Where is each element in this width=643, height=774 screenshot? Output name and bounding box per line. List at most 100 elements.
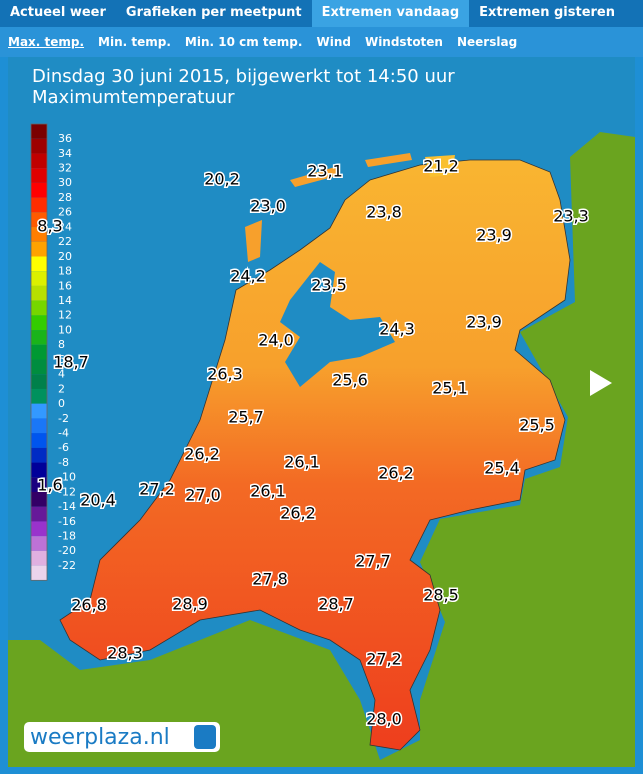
land xyxy=(8,132,635,767)
logo: weerplaza.nl xyxy=(30,725,170,750)
scale-cell xyxy=(31,227,47,242)
subtab[interactable]: Min. 10 cm temp. xyxy=(184,35,303,49)
scale-cell xyxy=(31,536,47,551)
scale-cell xyxy=(31,374,47,389)
scale-tick-label: 12 xyxy=(58,309,72,322)
reading: 18,7 xyxy=(53,353,89,372)
ijsselmeer xyxy=(280,262,395,387)
scale-cell xyxy=(31,492,47,507)
reading: 26,1 xyxy=(284,453,320,472)
scale-cell xyxy=(31,168,47,183)
scale-tick-label: 20 xyxy=(58,250,72,263)
wadden-island xyxy=(290,167,340,187)
tab[interactable]: Actueel weer xyxy=(10,5,106,20)
map-title: Dinsdag 30 juni 2015, bijgewerkt tot 14:… xyxy=(32,66,455,87)
tab[interactable]: Extremen gisteren xyxy=(479,5,615,20)
scale-tick-label: 10 xyxy=(58,323,72,336)
subtab[interactable]: Wind xyxy=(316,35,351,49)
subtab[interactable]: Neerslag xyxy=(456,35,518,49)
reading: 26,1 xyxy=(250,482,286,501)
reading: 26,3 xyxy=(207,365,243,384)
scale-tick-label: -14 xyxy=(58,500,76,513)
readings: 20,2 23,1 21,2 23,0 23,8 23,3 8,3 23,9 24,2 23,5 2… xyxy=(36,155,591,730)
scale-cell xyxy=(31,462,47,478)
scale-tick-label: -2 xyxy=(58,412,69,425)
scale-cell xyxy=(31,124,47,139)
reading: 23,8 xyxy=(366,203,402,222)
scale-tick-label: 0 xyxy=(58,397,65,410)
scale-tick-label: 22 xyxy=(58,235,72,248)
scale-cell xyxy=(31,197,47,213)
scale-cell xyxy=(31,359,47,375)
reading: 24,0 xyxy=(258,331,294,350)
reading: 26,2 xyxy=(184,445,220,464)
reading: 25,4 xyxy=(484,459,520,478)
subtab[interactable]: Min. temp. xyxy=(98,35,171,49)
scale-tick-label: -4 xyxy=(58,426,69,439)
scale-cell xyxy=(31,212,47,228)
reading: 23,3 xyxy=(553,207,589,226)
reading: 23,0 xyxy=(250,197,286,216)
tab[interactable]: Grafieken per meetpunt xyxy=(125,5,302,20)
reading: 28,7 xyxy=(318,595,354,614)
scale-tick-label: 8 xyxy=(58,338,65,351)
tab[interactable]: Extremen vandaag xyxy=(311,0,470,27)
reading: 25,6 xyxy=(332,371,368,390)
scale-cell xyxy=(31,550,47,566)
scale-tick-label: -8 xyxy=(58,456,69,469)
scale-tick-label: -10 xyxy=(58,471,76,484)
scale-tick-label: 24 xyxy=(58,220,72,233)
subtab[interactable]: Max. temp. xyxy=(8,35,85,49)
scale-border xyxy=(30,123,48,581)
scale-cell xyxy=(31,418,47,434)
scale-cell xyxy=(31,565,47,581)
reading: 23,9 xyxy=(466,313,502,332)
reading: 24,2 xyxy=(230,267,266,286)
netherlands xyxy=(59,159,571,751)
reading: 26,2 xyxy=(280,504,316,523)
scale-tick-label: -18 xyxy=(58,530,76,543)
scale-tick-label: 2 xyxy=(58,382,65,395)
reading: 26,8 xyxy=(71,596,107,615)
reading: 20,4 xyxy=(80,491,116,510)
reading: 27,7 xyxy=(355,552,391,571)
reading: 27,8 xyxy=(252,570,288,589)
scale-cell xyxy=(31,241,47,257)
reading: 26,2 xyxy=(378,464,414,483)
reading: 27,0 xyxy=(185,486,221,505)
scale-cell xyxy=(31,521,47,537)
reading: 28,5 xyxy=(423,586,459,605)
play-button[interactable] xyxy=(590,370,612,396)
scale-cell xyxy=(31,315,47,331)
scale-tick-label: 4 xyxy=(58,368,65,381)
wadden-island xyxy=(365,153,412,167)
scale-tick-label: 32 xyxy=(58,162,72,175)
scale-cell xyxy=(31,285,47,301)
scale-tick-label: -20 xyxy=(58,544,76,557)
scale-cell xyxy=(31,330,47,345)
scale-cell xyxy=(31,506,47,522)
reading: 8,3 xyxy=(37,217,62,236)
scale-cell xyxy=(31,256,47,272)
scale-tick-label: 30 xyxy=(58,176,72,189)
scale-cell xyxy=(31,433,47,448)
scale-tick-label: 26 xyxy=(58,206,72,219)
scale-cell xyxy=(31,182,47,198)
subtab[interactable]: Windstoten xyxy=(364,35,443,49)
reading: 24,3 xyxy=(379,320,415,339)
reading: 28,0 xyxy=(366,710,402,729)
scale-tick-label: -12 xyxy=(58,485,76,498)
wadden-island xyxy=(245,220,262,262)
scale-cell xyxy=(31,138,47,154)
reading: 28,9 xyxy=(172,595,208,614)
subtab-bar: Max. temp. Min. temp. Min. 10 cm temp. Wind… xyxy=(0,27,643,57)
scale-tick-label: 16 xyxy=(58,279,72,292)
reading: 21,2 xyxy=(423,157,459,176)
wadden-island xyxy=(425,155,455,177)
reading: 25,1 xyxy=(432,379,468,398)
scale-tick-label: 36 xyxy=(58,132,72,145)
scale-cell xyxy=(31,344,47,360)
scale-cell xyxy=(31,300,47,316)
tab-bar: Actueel weer Grafieken per meetpunt Extrem… xyxy=(0,0,643,27)
